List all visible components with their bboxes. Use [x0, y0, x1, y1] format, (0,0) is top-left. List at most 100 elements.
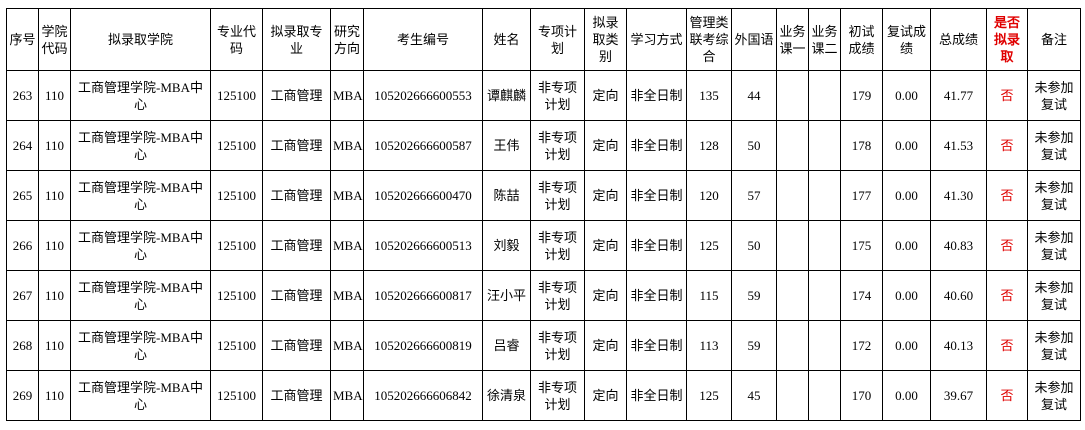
table-cell: 177 [840, 170, 883, 221]
table-cell [808, 120, 841, 171]
table-cell: 59 [731, 320, 777, 371]
table-cell: 105202666600470 [363, 170, 483, 221]
table-cell: 59 [731, 270, 777, 321]
table-cell: 0.00 [882, 170, 931, 221]
table-cell: 否 [986, 370, 1028, 421]
table-cell: 105202666600817 [363, 270, 483, 321]
table-cell: MBA [330, 120, 364, 171]
column-header: 复试成绩 [882, 8, 931, 71]
column-header: 备注 [1027, 8, 1081, 71]
table-cell: 110 [38, 320, 71, 371]
table-cell: 工商管理学院-MBA中心 [70, 170, 211, 221]
table-cell: 吕睿 [482, 320, 531, 371]
table-cell: 徐清泉 [482, 370, 531, 421]
table-cell: 105202666600553 [363, 70, 483, 121]
column-header: 专业代码 [210, 8, 263, 71]
table-cell: 178 [840, 120, 883, 171]
table-cell: 非全日制 [626, 70, 687, 121]
table-cell: 工商管理 [262, 170, 331, 221]
column-header: 管理类联考综合 [686, 8, 732, 71]
table-cell: 175 [840, 220, 883, 271]
column-header: 考生编号 [363, 8, 483, 71]
table-cell: 110 [38, 70, 71, 121]
table-cell: 268 [6, 320, 39, 371]
column-header: 总成绩 [930, 8, 987, 71]
table-cell: 44 [731, 70, 777, 121]
table-cell [808, 320, 841, 371]
table-cell: 265 [6, 170, 39, 221]
table-cell: 定向 [584, 220, 627, 271]
column-header: 拟录取专业 [262, 8, 331, 71]
table-cell: 王伟 [482, 120, 531, 171]
table-cell [808, 270, 841, 321]
table-cell: 否 [986, 270, 1028, 321]
table-cell: 105202666600513 [363, 220, 483, 271]
table-cell: 未参加复试 [1027, 70, 1081, 121]
table-cell [776, 270, 809, 321]
table-cell: 未参加复试 [1027, 320, 1081, 371]
table-cell: 谭麒麟 [482, 70, 531, 121]
table-cell: 266 [6, 220, 39, 271]
column-header: 拟录取学院 [70, 8, 211, 71]
table-cell: 否 [986, 220, 1028, 271]
table-cell: 50 [731, 120, 777, 171]
table-cell [808, 170, 841, 221]
column-header: 研究方向 [330, 8, 364, 71]
column-header: 序号 [6, 8, 39, 71]
table-cell: 工商管理 [262, 70, 331, 121]
table-cell: 非全日制 [626, 220, 687, 271]
table-cell: 0.00 [882, 320, 931, 371]
table-cell: 否 [986, 170, 1028, 221]
table-cell: 非专项计划 [530, 70, 585, 121]
table-cell: 39.67 [930, 370, 987, 421]
table-cell: 否 [986, 70, 1028, 121]
table-cell: 非专项计划 [530, 220, 585, 271]
table-cell: 174 [840, 270, 883, 321]
table-cell: 110 [38, 120, 71, 171]
table-cell: 125100 [210, 270, 263, 321]
table-cell: 0.00 [882, 70, 931, 121]
table-cell: 120 [686, 170, 732, 221]
table-cell: 工商管理 [262, 220, 331, 271]
table-cell: 非专项计划 [530, 270, 585, 321]
table-cell: 否 [986, 320, 1028, 371]
column-header: 拟录取类别 [584, 8, 627, 71]
table-cell: 50 [731, 220, 777, 271]
column-header: 外国语 [731, 8, 777, 71]
table-cell: 非全日制 [626, 270, 687, 321]
table-cell: 工商管理学院-MBA中心 [70, 120, 211, 171]
header-row: 序号 学院代码 拟录取学院 专业代码 拟录取专业 研究方向 考生编号 姓名 专项计划 拟录取类别学… [6, 8, 1081, 71]
table-cell: 41.77 [930, 70, 987, 121]
column-header: 是否拟录取 [986, 8, 1028, 71]
table-cell: 工商管理 [262, 370, 331, 421]
table-cell: 125100 [210, 320, 263, 371]
table-cell: MBA [330, 370, 364, 421]
column-header: 学习方式 [626, 8, 687, 71]
table-cell: 179 [840, 70, 883, 121]
table-cell: 工商管理学院-MBA中心 [70, 70, 211, 121]
table-row: 264 110 工商管理学院-MBA中心 125100 工商管理 MBA 105202666… [6, 120, 1081, 171]
table-cell: 工商管理 [262, 270, 331, 321]
table-cell: 110 [38, 270, 71, 321]
column-header: 专项计划 [530, 8, 585, 71]
table-cell: 125100 [210, 220, 263, 271]
table-cell: 非全日制 [626, 320, 687, 371]
table-cell: 263 [6, 70, 39, 121]
column-header: 姓名 [482, 8, 531, 71]
table-cell: 105202666600587 [363, 120, 483, 171]
table-cell: 125100 [210, 370, 263, 421]
table-cell: 57 [731, 170, 777, 221]
table-cell: 269 [6, 370, 39, 421]
table-cell: 125100 [210, 120, 263, 171]
table-cell: 0.00 [882, 370, 931, 421]
table-cell: 0.00 [882, 220, 931, 271]
table-cell: 汪小平 [482, 270, 531, 321]
table-cell: 工商管理学院-MBA中心 [70, 220, 211, 271]
table-cell: 0.00 [882, 120, 931, 171]
table-cell: 0.00 [882, 270, 931, 321]
table-cell [808, 220, 841, 271]
table-cell: 135 [686, 70, 732, 121]
table-cell: 105202666606842 [363, 370, 483, 421]
table-cell: 未参加复试 [1027, 370, 1081, 421]
